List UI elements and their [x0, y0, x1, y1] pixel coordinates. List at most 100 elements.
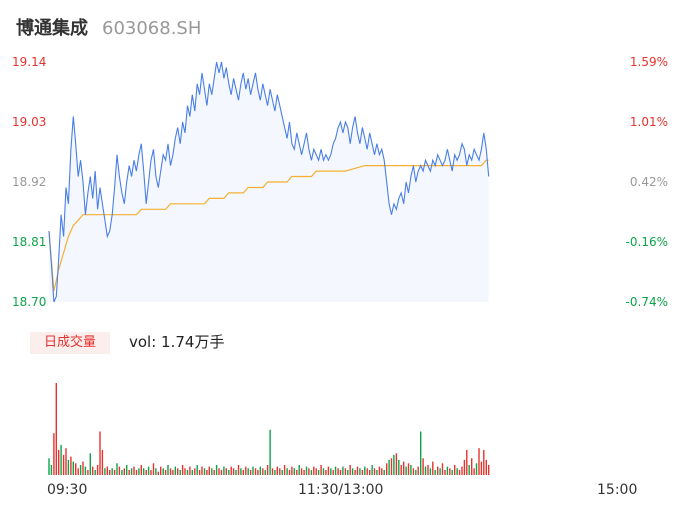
volume-bar: [444, 470, 446, 475]
volume-bar: [437, 466, 439, 475]
volume-bar: [77, 468, 79, 475]
pct-tick-label: -0.74%: [625, 295, 668, 309]
volume-bar: [356, 466, 359, 475]
volume-bar: [247, 468, 249, 475]
volume-bar: [313, 466, 315, 475]
volume-bar: [223, 466, 225, 475]
volume-bar: [417, 466, 419, 475]
volume-bar: [211, 468, 213, 475]
volume-bar: [235, 470, 237, 475]
price-tick-label: 18.92: [12, 175, 47, 189]
volume-bar: [478, 448, 480, 475]
volume-bar: [87, 470, 89, 475]
volume-bar: [237, 465, 240, 475]
volume-bar: [485, 459, 487, 475]
volume-bar: [109, 470, 111, 475]
volume-bar: [473, 468, 475, 475]
volume-bar: [99, 431, 101, 475]
volume-bar: [152, 463, 155, 475]
volume-bar: [143, 468, 145, 475]
volume-bar: [96, 465, 99, 475]
volume-bar: [463, 459, 466, 475]
volume-bar: [291, 466, 293, 475]
volume-bar: [79, 465, 82, 475]
volume-bar: [55, 383, 57, 475]
volume-bar: [189, 466, 191, 475]
volume-bar: [403, 461, 405, 475]
volume-bar: [376, 470, 378, 475]
volume-bar: [446, 466, 449, 475]
volume-bar: [305, 466, 308, 475]
volume-bar: [72, 461, 74, 475]
volume-bar: [415, 470, 417, 475]
volume-bar: [480, 461, 483, 475]
volume-bar: [164, 470, 167, 475]
volume-bar: [203, 468, 206, 475]
stock-header: 博通集成 603068.SH: [16, 14, 201, 39]
volume-bar: [310, 470, 313, 475]
volume-bar: [300, 468, 303, 475]
volume-bar: [422, 458, 424, 475]
volume-bar: [371, 465, 373, 475]
volume-bar: [177, 468, 179, 475]
volume-bar: [259, 466, 261, 475]
volume-bar: [388, 459, 390, 475]
volume-bar: [405, 466, 407, 475]
volume-bar: [118, 466, 121, 475]
volume-bar: [298, 465, 300, 475]
pct-tick-label: 0.42%: [629, 175, 668, 189]
volume-bar: [213, 470, 215, 475]
volume-bar: [332, 470, 334, 475]
pct-tick-label: -0.16%: [625, 235, 668, 249]
volume-bar: [184, 468, 186, 475]
volume-bar: [427, 465, 429, 475]
volume-bar: [162, 468, 164, 475]
volume-bar: [271, 468, 274, 475]
volume-text: vol: 1.74万手: [129, 333, 225, 351]
volume-bar: [281, 470, 283, 475]
volume-bar: [121, 470, 123, 475]
volume-bar: [140, 465, 142, 475]
volume-bar: [160, 466, 162, 475]
volume-bar: [283, 465, 286, 475]
volume-bar: [276, 466, 278, 475]
volume-bar: [432, 461, 434, 475]
volume-bar: [395, 453, 398, 475]
volume-bar: [218, 468, 220, 475]
volume-bar: [286, 468, 288, 475]
volume-bar: [359, 468, 361, 475]
volume-bar: [420, 431, 422, 475]
volume-bar: [230, 466, 232, 475]
volume-bar: [208, 466, 210, 475]
volume-bar: [471, 458, 473, 475]
volume-bar: [133, 466, 135, 475]
volume-bar: [240, 468, 242, 475]
volume-bar: [50, 465, 53, 475]
volume-bar: [434, 470, 436, 475]
volume-bar: [488, 465, 490, 475]
volume-bar: [439, 468, 441, 475]
volume-bar: [412, 468, 415, 475]
volume-bar: [429, 468, 432, 475]
volume-bar: [106, 466, 108, 475]
stock-name: 博通集成: [16, 18, 88, 39]
volume-bar: [366, 468, 368, 475]
volume-bar: [206, 470, 208, 475]
volume-bar: [334, 466, 337, 475]
volume-bar: [456, 468, 458, 475]
volume-bar: [67, 459, 70, 475]
volume-bar: [116, 463, 118, 475]
volume-bar: [337, 468, 339, 475]
price-tick-label: 19.03: [12, 115, 47, 129]
volume-bar: [172, 470, 174, 475]
price-line: [48, 61, 490, 303]
volume-bar: [138, 468, 140, 475]
volume-bar: [181, 465, 184, 475]
volume-bar: [330, 468, 332, 475]
volume-bar: [128, 470, 130, 475]
volume-bar: [62, 454, 65, 475]
volume-bar: [454, 465, 456, 475]
volume-bar: [303, 470, 305, 475]
volume-bar: [327, 466, 330, 475]
